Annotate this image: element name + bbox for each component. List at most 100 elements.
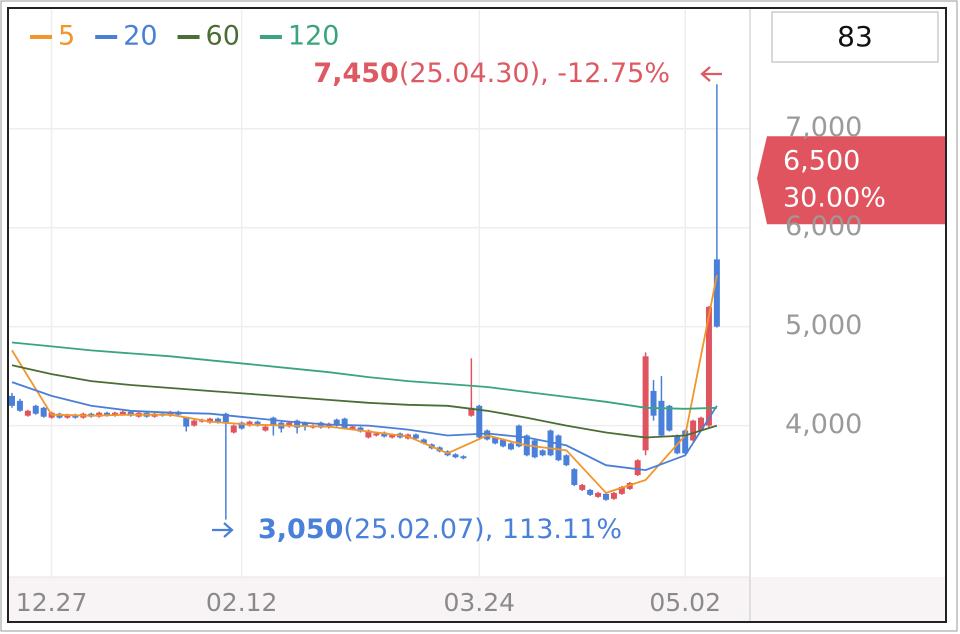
legend-label: 60 [206,21,240,52]
candle-body [618,486,625,494]
moving-average-line [11,364,718,439]
candle-body [563,455,570,466]
candle-body [9,395,15,406]
candle-body [246,421,253,426]
y-tick-label: 4,000 [785,409,862,440]
low-text: (25.02.07), 113.11% [343,514,622,545]
candle-body [539,450,546,456]
x-tick-label: 03.24 [443,588,515,617]
candle-body [294,420,301,428]
candle-body [341,418,348,429]
high-arrow [700,66,722,82]
candle-body [507,443,514,450]
candle-body [357,427,364,432]
candle-body [713,259,720,327]
candle-body [214,418,221,423]
candle-body [230,425,237,433]
candle-body [373,433,380,436]
candle-body [579,484,586,490]
candle-body [389,434,396,438]
candle-body [24,410,31,416]
moving-average-line [11,341,717,410]
candle-body [603,493,609,500]
candle-body [16,400,23,411]
candle-body [32,405,39,414]
candle-body [104,412,111,416]
low-price: 3,050 [258,514,343,545]
candle-body [207,418,213,423]
moving-average-line [11,381,718,472]
candle-body [365,430,372,438]
candle-body [302,422,309,427]
candle-body [222,413,229,424]
candle-body [254,421,261,426]
legend-label: 120 [288,21,340,52]
candle-body [64,414,71,418]
candle-body [705,306,712,426]
candle-body [476,405,483,438]
y-tick-label: 7,000 [785,112,862,143]
candle-body [571,469,578,485]
candle-body [183,417,190,427]
candle-body [595,492,602,497]
candle-body [666,405,673,431]
candle-body [127,411,134,416]
x-tick-label: 02.12 [206,588,278,617]
candle-body [286,422,293,427]
y-tick-label: 6,000 [785,211,862,242]
plot [9,84,720,520]
candle-body [610,492,617,499]
legend-label: 5 [58,21,75,52]
legend: 5 20 60 120 [30,21,339,52]
candle-body [555,435,562,461]
candle-body [119,411,126,415]
grid [9,10,749,577]
candle-body [412,434,419,439]
candle-body [270,417,277,426]
x-tick-label: 12.27 [16,588,88,617]
candle-body [325,423,332,428]
low-arrow [212,522,234,538]
candle-body [500,439,507,447]
current-price: 6,500 30.00% [757,136,946,225]
candle-body [167,411,174,416]
candle-body [452,454,459,458]
low-annotation: 3,050(25.02.07), 113.11% [258,514,622,545]
x-axis-band [9,577,946,621]
current-price-tag [757,136,946,225]
moving-average-line [11,275,718,494]
candle-body [420,439,427,444]
legend-label: 20 [123,21,157,52]
candle-body [658,400,665,436]
candle-body [40,407,47,417]
y-tick-label: 5,000 [785,310,862,341]
candle-body [634,460,641,476]
high-price: 7,450 [313,58,398,89]
current-price-label: 6,500 [783,146,860,177]
candle-body [238,422,245,429]
candle-body [333,419,340,426]
candle-body [531,440,538,458]
high-annotation: 7,450(25.04.30), -12.75% [313,58,670,89]
inner-frame [7,7,947,623]
candle-body [262,426,269,431]
candle-body [381,432,388,437]
candle-body [317,422,324,428]
candle-body [642,356,649,451]
candle-body [650,390,657,416]
high-text: (25.04.30), -12.75% [399,58,670,89]
candle-body [682,430,689,454]
candle-body [698,417,705,431]
candle-body [587,489,594,495]
candle-body [191,420,198,426]
candle-body [690,420,697,441]
info-box [771,11,939,63]
x-tick-label: 05.02 [649,588,721,617]
candle-body [460,456,467,459]
candle-body [492,437,499,444]
candle-body [349,426,356,430]
info-box-text: 83 [837,20,873,53]
current-price-change: 30.00% [783,183,886,214]
